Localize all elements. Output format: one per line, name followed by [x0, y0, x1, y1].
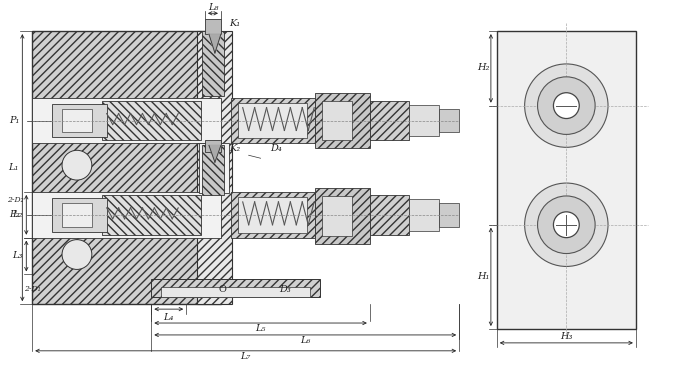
Text: L₈: L₈ — [208, 3, 218, 12]
Bar — [197, 31, 232, 304]
Bar — [316, 93, 370, 148]
Circle shape — [62, 240, 92, 269]
Text: L₇: L₇ — [241, 352, 251, 361]
Bar — [322, 196, 352, 236]
Bar — [409, 105, 439, 136]
Bar — [370, 195, 409, 235]
Circle shape — [554, 93, 579, 118]
Bar — [205, 140, 221, 152]
Polygon shape — [209, 145, 221, 162]
Text: K₂: K₂ — [228, 144, 240, 153]
Bar — [370, 101, 409, 140]
Bar — [231, 98, 316, 143]
Bar — [161, 287, 310, 297]
Bar — [202, 145, 224, 195]
Bar — [199, 143, 228, 193]
Text: L₂: L₂ — [12, 210, 22, 219]
Bar — [322, 101, 352, 140]
Text: L₄: L₄ — [163, 312, 173, 322]
Circle shape — [554, 212, 579, 238]
Text: L₆: L₆ — [300, 336, 311, 346]
Bar — [231, 192, 316, 238]
Bar — [316, 188, 370, 243]
Bar — [152, 279, 320, 297]
Text: D₄: D₄ — [271, 144, 282, 153]
Bar — [409, 199, 439, 231]
Bar — [202, 31, 224, 96]
Text: L₁: L₁ — [8, 163, 18, 172]
Bar — [102, 101, 201, 140]
Text: K₁: K₁ — [228, 19, 240, 28]
Circle shape — [525, 64, 608, 147]
Text: H₂: H₂ — [477, 63, 489, 72]
Text: H₁: H₁ — [477, 272, 489, 281]
Bar — [62, 203, 92, 227]
Text: D₃: D₃ — [279, 285, 291, 294]
Text: 2-D₁: 2-D₁ — [24, 285, 41, 293]
Circle shape — [525, 183, 608, 266]
Bar — [52, 198, 107, 232]
Polygon shape — [209, 34, 221, 53]
Bar — [497, 31, 636, 329]
Text: P₂: P₂ — [10, 210, 20, 219]
Bar — [102, 195, 201, 235]
Text: 2-D₂: 2-D₂ — [7, 196, 24, 204]
Bar — [439, 109, 459, 133]
Bar — [32, 98, 221, 143]
Bar — [32, 192, 221, 238]
Circle shape — [538, 196, 595, 253]
Bar — [32, 31, 221, 304]
Bar — [439, 203, 459, 227]
Circle shape — [62, 150, 92, 180]
Bar — [52, 104, 107, 138]
Text: L₅: L₅ — [256, 325, 266, 333]
Bar — [62, 109, 92, 133]
Bar — [205, 19, 221, 34]
Bar — [238, 197, 307, 233]
Text: H₃: H₃ — [560, 333, 573, 341]
Text: P₁: P₁ — [10, 116, 20, 125]
Circle shape — [538, 77, 595, 134]
Text: O: O — [219, 285, 227, 294]
Bar — [238, 102, 307, 138]
Text: L₃: L₃ — [12, 251, 22, 260]
